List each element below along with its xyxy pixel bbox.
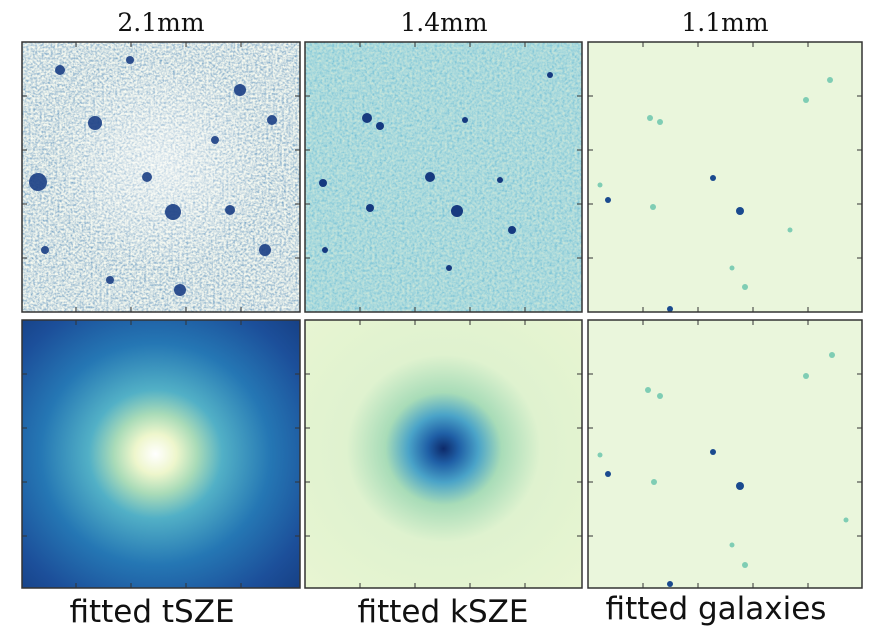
model-panel (588, 320, 862, 588)
model-panel (22, 320, 300, 588)
map-panel (588, 42, 862, 312)
map-panel (22, 42, 300, 312)
panel-label: fitted kSZE (358, 594, 529, 630)
column-title: 2.1mm (117, 8, 204, 37)
figure: 2.1mm 1.4mm 1.1mm (0, 0, 873, 634)
map-panel (305, 42, 582, 312)
column-title: 1.4mm (400, 8, 487, 37)
panel-label: fitted galaxies (606, 591, 827, 627)
panel-label: fitted tSZE (69, 594, 234, 630)
column-title: 1.1mm (681, 8, 768, 37)
model-panel (305, 320, 582, 588)
